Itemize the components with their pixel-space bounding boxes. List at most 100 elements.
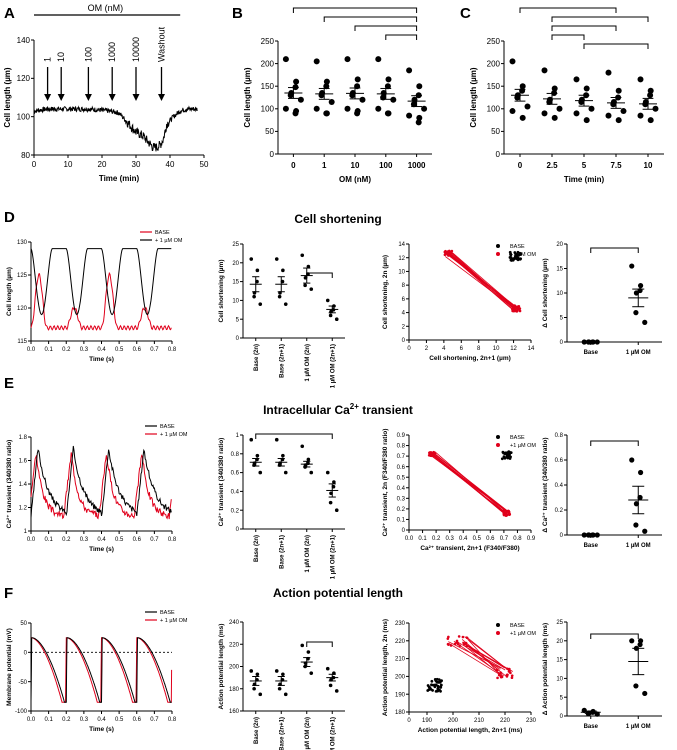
data-point [328, 313, 333, 318]
om-point [510, 676, 514, 679]
legend-swatch [496, 435, 500, 439]
om-pair-line [448, 641, 502, 669]
x-tick-label: 0.8 [168, 537, 177, 543]
y-tick-label: 10 [556, 677, 563, 683]
y-tick-label: 10 [556, 291, 563, 297]
y-tick-label: 10 [398, 270, 405, 276]
data-point [578, 99, 585, 106]
data-point [283, 470, 288, 475]
om-point [465, 644, 469, 648]
data-point [629, 638, 635, 644]
legend-label: +1 µM OM [510, 443, 536, 449]
data-point [306, 650, 311, 654]
y-tick-label: 150 [487, 82, 501, 91]
x-tick-label: 0.3 [80, 717, 89, 723]
base-point [509, 253, 513, 257]
significance-bracket [551, 34, 585, 40]
om-point [505, 514, 508, 517]
data-point [647, 87, 654, 94]
y-tick-label: 180 [229, 687, 240, 693]
x-tick-label: 0.8 [513, 536, 522, 542]
y-tick-label: 0 [270, 150, 275, 159]
y-axis-label: Cell length (µm) [469, 67, 478, 128]
x-tick-label: 0.0 [27, 717, 36, 723]
y-axis-label: Ca²⁺ transient, 2n (F340/F380 ratio) [382, 429, 389, 537]
om-point [516, 308, 520, 311]
data-point [309, 671, 314, 675]
data-point [255, 268, 260, 273]
data-point [588, 105, 595, 112]
data-point [519, 83, 526, 90]
y-tick-label: 25 [556, 620, 563, 626]
y-tick-label: 0.1 [397, 518, 406, 524]
category-label: Base (2n+1) [279, 344, 285, 378]
chart-f4: 0 5 10 15 20 25 Δ Action potential length (ms)… [542, 620, 662, 730]
data-point [282, 105, 289, 112]
y-tick-label: 0.9 [397, 433, 406, 439]
x-tick-label: 6 [460, 346, 464, 352]
om-trace [30, 271, 172, 331]
base-point [503, 456, 507, 460]
significance-bracket [583, 43, 649, 49]
significance-bracket [255, 433, 333, 439]
data-point [406, 67, 413, 74]
data-point [524, 103, 531, 110]
y-tick-label: 250 [487, 37, 501, 46]
om-point [461, 635, 465, 639]
significance-bracket [306, 272, 333, 278]
y-tick-label: -100 [15, 709, 28, 715]
category-label: 1 µM OM [626, 350, 651, 356]
y-axis-label: Cell length (µm) [243, 67, 252, 128]
concentration-label: Washout [157, 26, 167, 62]
x-tick-label: 4 [442, 346, 446, 352]
x-tick-label: 0.7 [500, 536, 509, 542]
y-tick-label: 0 [560, 714, 564, 720]
base-point [517, 253, 521, 257]
y-tick-label: 8 [402, 283, 406, 289]
data-point [293, 78, 300, 85]
y-tick-label: 100 [17, 112, 31, 121]
base-point [439, 685, 443, 689]
data-point [252, 294, 256, 299]
x-tick-label: 0 [407, 346, 411, 352]
x-tick-label: 0.3 [445, 536, 454, 542]
om-point [447, 254, 450, 257]
x-tick-label: 0.6 [133, 537, 142, 543]
x-tick-label: 230 [526, 718, 537, 724]
significance-bracket [590, 633, 639, 639]
y-tick-label: 150 [261, 82, 275, 91]
y-tick-label: 50 [491, 127, 500, 136]
y-tick-label: 25 [232, 242, 239, 248]
data-point [281, 268, 285, 273]
legend-label: BASE [510, 244, 525, 250]
y-tick-label: 5 [560, 316, 564, 322]
x-tick-label: 0.5 [115, 537, 124, 543]
om-point [510, 674, 514, 677]
data-point [637, 641, 643, 648]
category-label: 0 [291, 161, 296, 170]
y-tick-label: 0.6 [397, 465, 406, 471]
y-tick-label: 160 [229, 709, 240, 715]
data-point [633, 683, 639, 689]
data-point [629, 457, 635, 463]
x-tick-label: 0.1 [418, 536, 427, 542]
y-tick-label: 0 [24, 650, 28, 656]
category-label: 1 µM OM (2n) [305, 344, 311, 381]
data-point [642, 319, 648, 325]
y-tick-label: 50 [20, 621, 27, 627]
om-point [507, 513, 511, 517]
om-trace [30, 452, 172, 520]
y-tick-label: 1.8 [19, 435, 28, 441]
x-axis-label: Action potential length, 2n+1 (ms) [418, 727, 523, 734]
y-tick-label: 0.2 [397, 507, 406, 513]
data-point [313, 58, 320, 65]
data-point [325, 470, 330, 475]
data-point [277, 294, 282, 299]
data-point [249, 257, 254, 261]
data-point [610, 101, 617, 108]
data-point [573, 76, 580, 83]
y-tick-label: 200 [395, 675, 406, 681]
x-tick-label: 0.6 [133, 717, 142, 723]
significance-bracket [323, 16, 418, 22]
